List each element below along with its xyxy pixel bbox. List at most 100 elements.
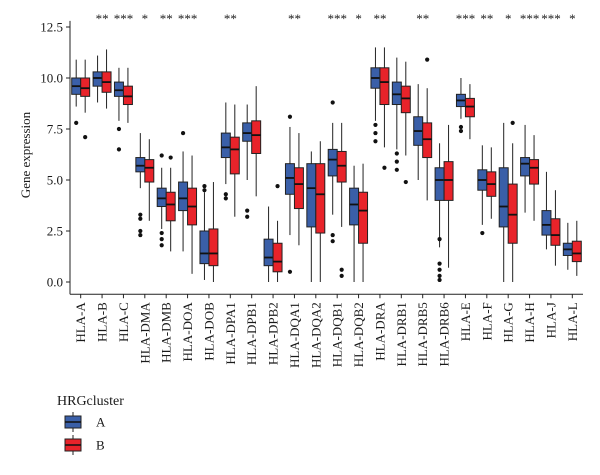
outlier-point <box>159 243 164 248</box>
box-b <box>529 135 540 221</box>
box-a <box>413 84 424 180</box>
y-tick-label: 7.5 <box>47 122 63 137</box>
box-body <box>165 191 176 222</box>
outlier-point <box>330 239 335 244</box>
x-tick-label: HLA-DOA <box>180 302 195 362</box>
box-body <box>306 163 317 228</box>
x-tick-label: HLA-B <box>95 302 110 342</box>
outlier-point <box>138 232 143 238</box>
box-b <box>400 61 411 185</box>
outlier-point <box>458 124 464 130</box>
box-body <box>507 183 518 244</box>
significance-label: * <box>569 11 576 26</box>
outlier-point <box>510 120 515 125</box>
outlier-point <box>373 139 378 144</box>
significance-label: ** <box>96 11 109 26</box>
x-tick-label: HLA-DRB5 <box>415 302 430 366</box>
y-axis: 0.0 2.5 5.0 7.5 10.0 12.5 <box>40 20 71 295</box>
box-body <box>349 187 360 226</box>
outlier-point <box>437 273 442 278</box>
box-b <box>422 57 433 201</box>
box-a <box>199 184 210 280</box>
outlier-point <box>339 267 344 272</box>
significance-label: * <box>355 11 362 26</box>
outlier-point <box>394 159 399 164</box>
outlier-point <box>180 130 186 136</box>
outlier-point <box>458 128 464 134</box>
significance-label: ** <box>288 11 301 26</box>
y-tick-label: 10.0 <box>40 71 63 86</box>
box-body <box>156 187 167 208</box>
x-tick-label: HLA-L <box>565 302 580 341</box>
box-b <box>229 104 240 217</box>
box-b <box>101 49 112 109</box>
box-a <box>306 151 317 282</box>
box-b <box>464 84 475 140</box>
significance-label: * <box>505 11 512 26</box>
outlier-point <box>138 212 143 217</box>
outlier-point <box>168 155 173 160</box>
significance-label: *** <box>456 11 476 26</box>
box-body <box>122 85 133 106</box>
box-body <box>379 67 390 106</box>
box-body <box>293 167 304 210</box>
box-body <box>208 228 219 267</box>
box-body <box>571 240 582 263</box>
x-tick-label: HLA-DRA <box>372 302 387 361</box>
box-body <box>434 167 445 201</box>
legend-item-b: B <box>64 435 105 455</box>
box-b <box>336 122 347 278</box>
outlier-point <box>223 196 228 201</box>
box-b <box>251 86 262 197</box>
outlier-point <box>116 126 122 132</box>
box-a <box>477 145 488 236</box>
box-a <box>92 55 103 103</box>
box-body <box>92 71 103 87</box>
box-a <box>178 130 189 252</box>
significance-label: ** <box>160 11 173 26</box>
box-body <box>550 218 561 246</box>
outlier-point <box>437 237 442 242</box>
box-a <box>391 57 402 172</box>
x-tick-label: HLA-DPB1 <box>244 302 259 365</box>
significance-label: *** <box>520 11 540 26</box>
outlier-point <box>159 230 164 236</box>
x-tick-label: HLA-DRB1 <box>394 302 409 366</box>
legend-label: B <box>96 438 105 453</box>
box-a <box>71 59 82 125</box>
box-body <box>251 120 262 154</box>
outlier-point <box>223 192 228 197</box>
box-body <box>272 242 283 273</box>
y-tick-label: 2.5 <box>47 224 63 239</box>
box-body <box>263 238 274 267</box>
x-tick-label: HLA-DQA1 <box>287 302 302 368</box>
legend-label: A <box>96 415 106 430</box>
box-b <box>550 190 561 266</box>
plot-area <box>71 47 582 283</box>
x-tick-label: HLA-A <box>73 302 88 343</box>
box-a <box>498 122 509 282</box>
box-body <box>178 181 189 212</box>
outlier-point <box>394 151 399 156</box>
outlier-point <box>202 188 207 193</box>
outlier-point <box>159 237 164 242</box>
outlier-point <box>480 230 485 236</box>
box-body <box>541 210 552 236</box>
box-a <box>455 78 466 134</box>
box-b <box>165 155 176 252</box>
x-tick-label: HLA-DRB6 <box>437 302 452 367</box>
outlier-point <box>245 214 250 219</box>
y-axis-label: Gene expression <box>18 111 33 198</box>
box-body <box>199 230 210 265</box>
box-b <box>80 59 91 140</box>
box-a <box>135 133 146 238</box>
box-body <box>315 163 326 234</box>
x-tick-label: HLA-DQA2 <box>308 302 323 368</box>
box-a <box>520 124 531 213</box>
x-tick-label: HLA-H <box>522 302 537 342</box>
box-a <box>156 153 167 248</box>
box-a <box>220 102 231 201</box>
significance-label: *** <box>114 11 134 26</box>
box-body <box>144 159 155 183</box>
box-body <box>391 81 402 106</box>
